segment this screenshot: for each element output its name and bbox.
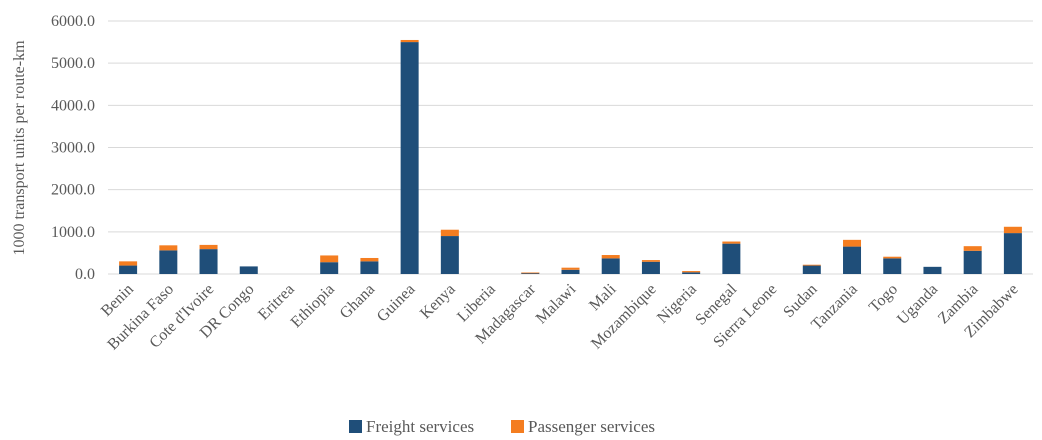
bar-passenger-services-nigeria [682,271,701,273]
legend-label-freight: Freight services [366,417,474,436]
y-tick-label: 6000.0 [51,13,95,30]
bar-freight-services-cote-d-ivoire [199,249,218,274]
x-tick-label: Togo [866,281,901,316]
y-tick-label: 0.0 [75,266,95,283]
bar-passenger-services-sudan [802,264,821,266]
bar-passenger-services-mozambique [641,260,660,262]
bars [119,39,1022,275]
bar-freight-services-uganda [923,266,942,274]
x-tick-label: Mali [586,280,620,314]
bar-freight-services-benin [119,265,138,274]
bar-passenger-services-mali [601,255,620,259]
bar-freight-services-zambia [963,250,982,274]
bar-freight-services-madagascar [521,272,540,274]
bar-passenger-services-zimbabwe [1003,226,1022,234]
y-tick-label: 2000.0 [51,182,95,199]
bar-freight-services-sudan [802,265,821,274]
y-axis-ticks: 0.0 1000.0 2000.0 3000.0 4000.0 5000.0 6000.0 [51,13,95,283]
bar-passenger-services-ghana [360,257,379,262]
legend: Freight services Passenger services [349,417,655,436]
x-tick-label: Nigeria [654,281,700,327]
bar-passenger-services-cote-d-ivoire [199,244,218,250]
y-axis-label: 1000 transport units per route-km [11,40,28,256]
bar-passenger-services-benin [119,261,138,266]
bar-freight-services-kenya [440,236,459,274]
bar-freight-services-ethiopia [320,262,339,274]
x-tick-label: Uganda [894,281,941,328]
bar-passenger-services-madagascar [521,272,540,274]
bar-freight-services-mali [601,258,620,274]
bar-passenger-services-togo [883,256,902,259]
y-tick-label: 1000.0 [51,224,95,241]
y-tick-label: 3000.0 [51,140,95,157]
bar-passenger-services-burkina-faso [159,245,178,251]
bar-passenger-services-ethiopia [320,255,339,263]
bar-passenger-services-senegal [722,241,741,244]
bar-freight-services-ghana [360,261,379,274]
x-tick-label: Kenya [417,281,459,323]
bar-freight-services-malawi [561,269,580,274]
gridlines [108,20,1033,275]
bar-freight-services-senegal [722,243,741,274]
bar-freight-services-tanzania [843,246,862,274]
bar-freight-services-burkina-faso [159,250,178,274]
y-tick-label: 4000.0 [51,97,95,114]
bar-passenger-services-zambia [963,246,982,251]
bar-passenger-services-kenya [440,229,459,237]
x-tick-label: Ghana [337,281,379,323]
x-tick-label: Guinea [374,281,419,326]
bar-freight-services-zimbabwe [1003,233,1022,274]
legend-swatch-passenger [511,420,524,433]
legend-label-passenger: Passenger services [528,417,655,436]
x-tick-label: Ethiopia [288,281,338,331]
bar-freight-services-guinea [400,42,419,275]
bar-freight-services-nigeria [682,272,701,274]
legend-swatch-freight [349,420,362,433]
y-tick-label: 5000.0 [51,55,95,72]
x-tick-label: Malawi [533,280,580,327]
bar-freight-services-togo [883,258,902,274]
bar-passenger-services-malawi [561,267,580,270]
bar-passenger-services-guinea [400,39,419,43]
bar-passenger-services-tanzania [843,239,862,247]
bar-freight-services-mozambique [641,261,660,274]
bar-freight-services-dr-congo [239,266,258,274]
